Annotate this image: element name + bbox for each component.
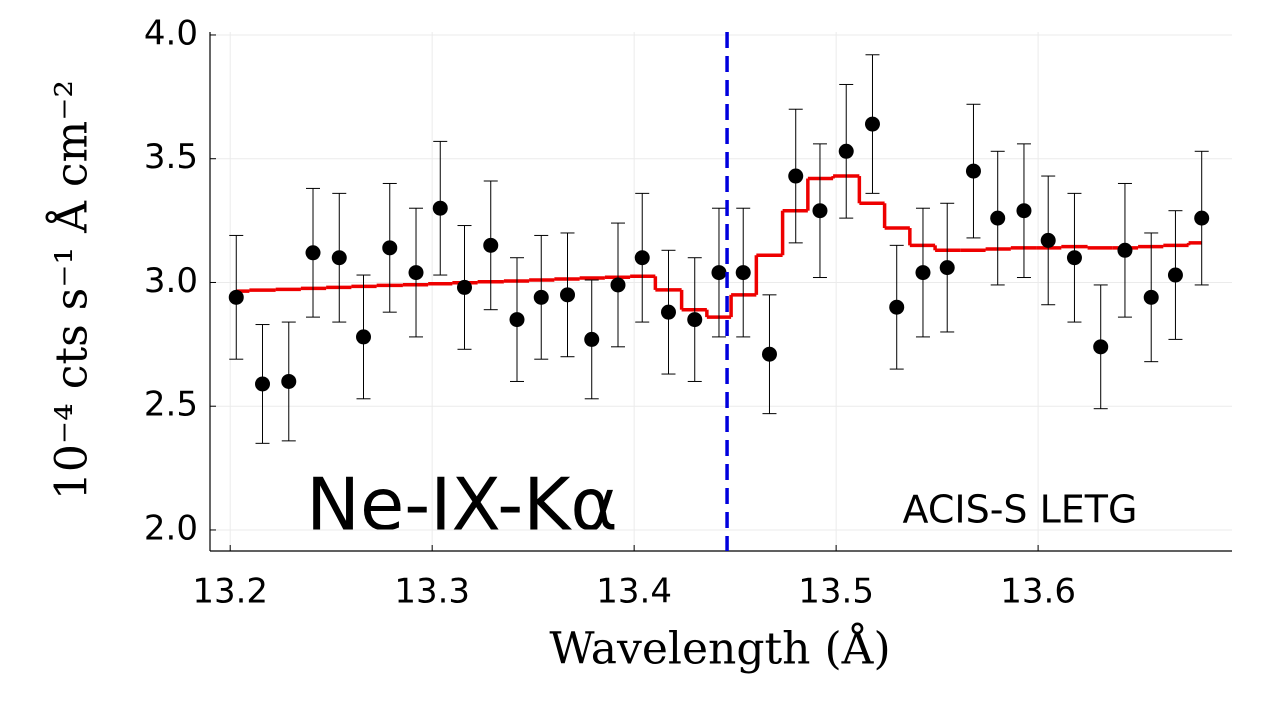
data-point: [1117, 242, 1133, 258]
data-point: [456, 279, 472, 295]
x-tick-label: 13.5: [798, 572, 874, 612]
data-point: [889, 299, 905, 315]
data-point: [281, 373, 297, 389]
data-point: [660, 304, 676, 320]
y-tick-label: 2.0: [144, 508, 198, 548]
data-point: [965, 163, 981, 179]
data-point: [305, 245, 321, 261]
data-point: [382, 240, 398, 256]
x-tick-label: 13.2: [192, 572, 268, 612]
data-point: [1066, 250, 1082, 266]
data-point: [1040, 232, 1056, 248]
y-tick-label: 4.0: [144, 13, 198, 53]
data-point: [509, 312, 525, 328]
x-axis-label: Wavelength (Å): [549, 622, 890, 675]
data-point: [711, 265, 727, 281]
data-point: [735, 265, 751, 281]
y-tick-label: 3.0: [144, 261, 198, 301]
data-point: [1167, 267, 1183, 283]
data-point: [915, 265, 931, 281]
data-point: [1016, 203, 1032, 219]
data-point: [634, 250, 650, 266]
annotation: ACIS-S LETG: [903, 488, 1138, 532]
data-point: [939, 260, 955, 276]
data-point: [408, 265, 424, 281]
data-point: [788, 168, 804, 184]
data-point: [761, 346, 777, 362]
data-point: [228, 289, 244, 305]
data-point: [812, 203, 828, 219]
data-point: [610, 277, 626, 293]
data-point: [533, 289, 549, 305]
data-point: [483, 237, 499, 253]
data-point: [356, 329, 372, 345]
data-point: [331, 250, 347, 266]
data-point: [1093, 339, 1109, 355]
data-point: [864, 116, 880, 132]
y-tick-label: 3.5: [144, 137, 198, 177]
annotation: Ne-IX-Kα: [306, 463, 618, 547]
data-point: [990, 210, 1006, 226]
x-tick-label: 13.6: [1000, 572, 1076, 612]
data-point: [559, 287, 575, 303]
data-point: [838, 143, 854, 159]
data-point: [584, 331, 600, 347]
y-axis-label: 10⁻⁴ cts s⁻¹ Å cm⁻²: [45, 80, 98, 500]
data-point: [1143, 289, 1159, 305]
data-point: [1194, 210, 1210, 226]
data-point: [255, 376, 271, 392]
data-point: [687, 312, 703, 328]
x-tick-label: 13.4: [596, 572, 672, 612]
x-tick-label: 13.3: [394, 572, 470, 612]
y-tick-label: 2.5: [144, 385, 198, 425]
data-point: [432, 200, 448, 216]
